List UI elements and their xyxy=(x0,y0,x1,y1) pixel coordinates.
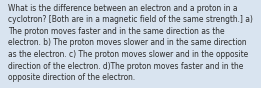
Text: What is the difference between an electron and a proton in a: What is the difference between an electr… xyxy=(8,4,237,12)
Text: as the electron. c) The proton moves slower and in the opposite: as the electron. c) The proton moves slo… xyxy=(8,50,248,59)
Text: electron. b) The proton moves slower and in the same direction: electron. b) The proton moves slower and… xyxy=(8,38,246,47)
Text: opposite direction of the electron.: opposite direction of the electron. xyxy=(8,73,135,82)
Text: cyclotron? [Both are in a magnetic field of the same strength.] a): cyclotron? [Both are in a magnetic field… xyxy=(8,15,253,24)
Text: The proton moves faster and in the same direction as the: The proton moves faster and in the same … xyxy=(8,27,224,36)
Text: direction of the electron. d)The proton moves faster and in the: direction of the electron. d)The proton … xyxy=(8,62,243,71)
